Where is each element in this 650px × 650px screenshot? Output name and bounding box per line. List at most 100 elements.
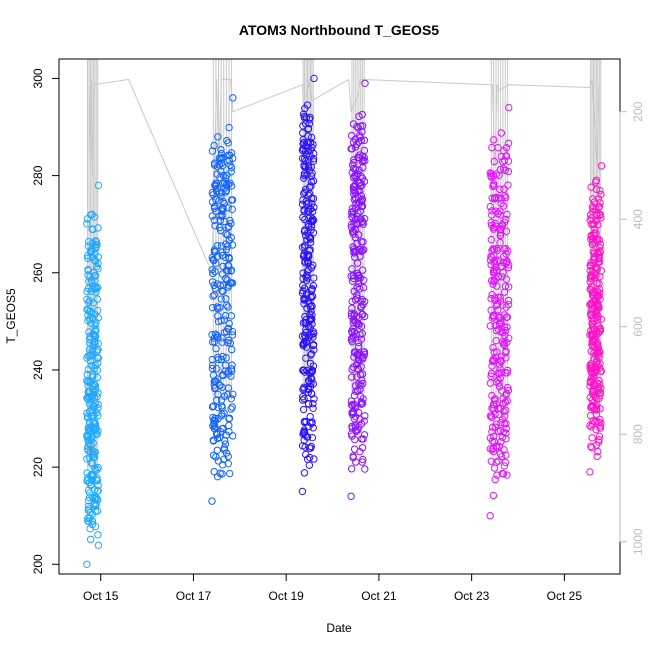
data-point xyxy=(303,433,311,441)
plot-area-frame xyxy=(58,58,621,575)
data-point xyxy=(307,138,315,147)
data-point xyxy=(354,364,362,373)
data-point xyxy=(305,444,314,452)
data-point xyxy=(593,235,602,244)
data-point xyxy=(348,401,357,410)
data-point xyxy=(222,245,231,254)
data-point xyxy=(302,450,310,459)
data-point xyxy=(487,457,496,465)
data-point xyxy=(594,312,602,320)
data-point xyxy=(358,370,367,378)
data-point xyxy=(302,354,310,362)
data-point xyxy=(492,245,501,253)
data-point xyxy=(213,353,222,362)
data-point xyxy=(347,430,356,438)
data-point xyxy=(492,321,500,330)
y-right-tick-label: 200 xyxy=(631,101,645,121)
data-point xyxy=(300,469,309,477)
data-point xyxy=(490,225,498,233)
data-point xyxy=(216,216,225,224)
data-point xyxy=(209,402,218,410)
data-point xyxy=(219,262,227,271)
data-point xyxy=(229,432,237,440)
data-point xyxy=(352,458,360,466)
data-point xyxy=(302,147,310,155)
data-point xyxy=(300,331,309,340)
data-point xyxy=(93,507,102,515)
data-point xyxy=(304,220,312,228)
data-point xyxy=(217,355,226,364)
data-point xyxy=(217,193,225,201)
data-point xyxy=(94,487,102,495)
data-point xyxy=(491,475,499,484)
data-point xyxy=(208,147,217,155)
data-point xyxy=(218,287,226,295)
data-point xyxy=(487,369,496,378)
data-point xyxy=(353,373,361,381)
data-point xyxy=(229,390,237,399)
data-point xyxy=(353,259,362,267)
data-point xyxy=(489,343,497,352)
data-point xyxy=(359,266,367,274)
data-point xyxy=(501,398,510,406)
data-point xyxy=(84,377,92,386)
data-point xyxy=(300,170,309,178)
data-point xyxy=(208,303,217,312)
data-point xyxy=(86,352,94,360)
data-point xyxy=(307,351,315,359)
x-axis-label: Date xyxy=(326,621,352,635)
data-point xyxy=(357,322,366,331)
data-point xyxy=(301,120,310,128)
data-point xyxy=(348,161,357,169)
data-point xyxy=(594,438,603,446)
data-point xyxy=(299,341,307,350)
data-point xyxy=(91,257,100,265)
data-point-min xyxy=(83,560,91,568)
data-point xyxy=(87,471,95,479)
data-point xyxy=(596,210,605,219)
data-point xyxy=(587,183,595,191)
data-point xyxy=(588,202,597,211)
data-point xyxy=(224,261,232,270)
data-point xyxy=(92,327,100,335)
data-point xyxy=(587,232,596,241)
data-point xyxy=(489,280,497,288)
data-point xyxy=(487,170,496,178)
data-point xyxy=(489,311,497,320)
y-axis-label: T_GEOS5 xyxy=(4,288,18,344)
data-point xyxy=(222,266,231,274)
data-point xyxy=(597,190,605,199)
data-point xyxy=(352,360,361,369)
data-point xyxy=(594,302,602,310)
x-tick-label: Oct 17 xyxy=(176,589,212,603)
data-point xyxy=(308,375,316,383)
data-point xyxy=(298,146,307,154)
data-point xyxy=(490,157,499,166)
data-point xyxy=(302,295,310,303)
data-point xyxy=(588,319,596,327)
data-point xyxy=(213,304,222,313)
data-point xyxy=(360,177,369,186)
data-point xyxy=(85,494,94,502)
data-point xyxy=(219,197,227,206)
data-point xyxy=(301,215,309,224)
data-point xyxy=(487,412,496,420)
data-point xyxy=(305,233,313,241)
data-point xyxy=(588,240,597,249)
data-point xyxy=(356,331,364,339)
data-point xyxy=(210,247,219,256)
data-point-max xyxy=(361,79,369,87)
data-point xyxy=(92,430,100,438)
data-point xyxy=(358,196,366,204)
data-point xyxy=(90,485,99,494)
data-point xyxy=(212,344,220,353)
data-point xyxy=(217,242,226,250)
data-point xyxy=(587,311,595,320)
data-point xyxy=(303,101,312,109)
data-point xyxy=(83,305,91,314)
data-point xyxy=(299,366,307,374)
data-point xyxy=(361,157,369,165)
data-point xyxy=(308,390,316,398)
data-point xyxy=(490,396,499,404)
data-point xyxy=(497,152,506,161)
